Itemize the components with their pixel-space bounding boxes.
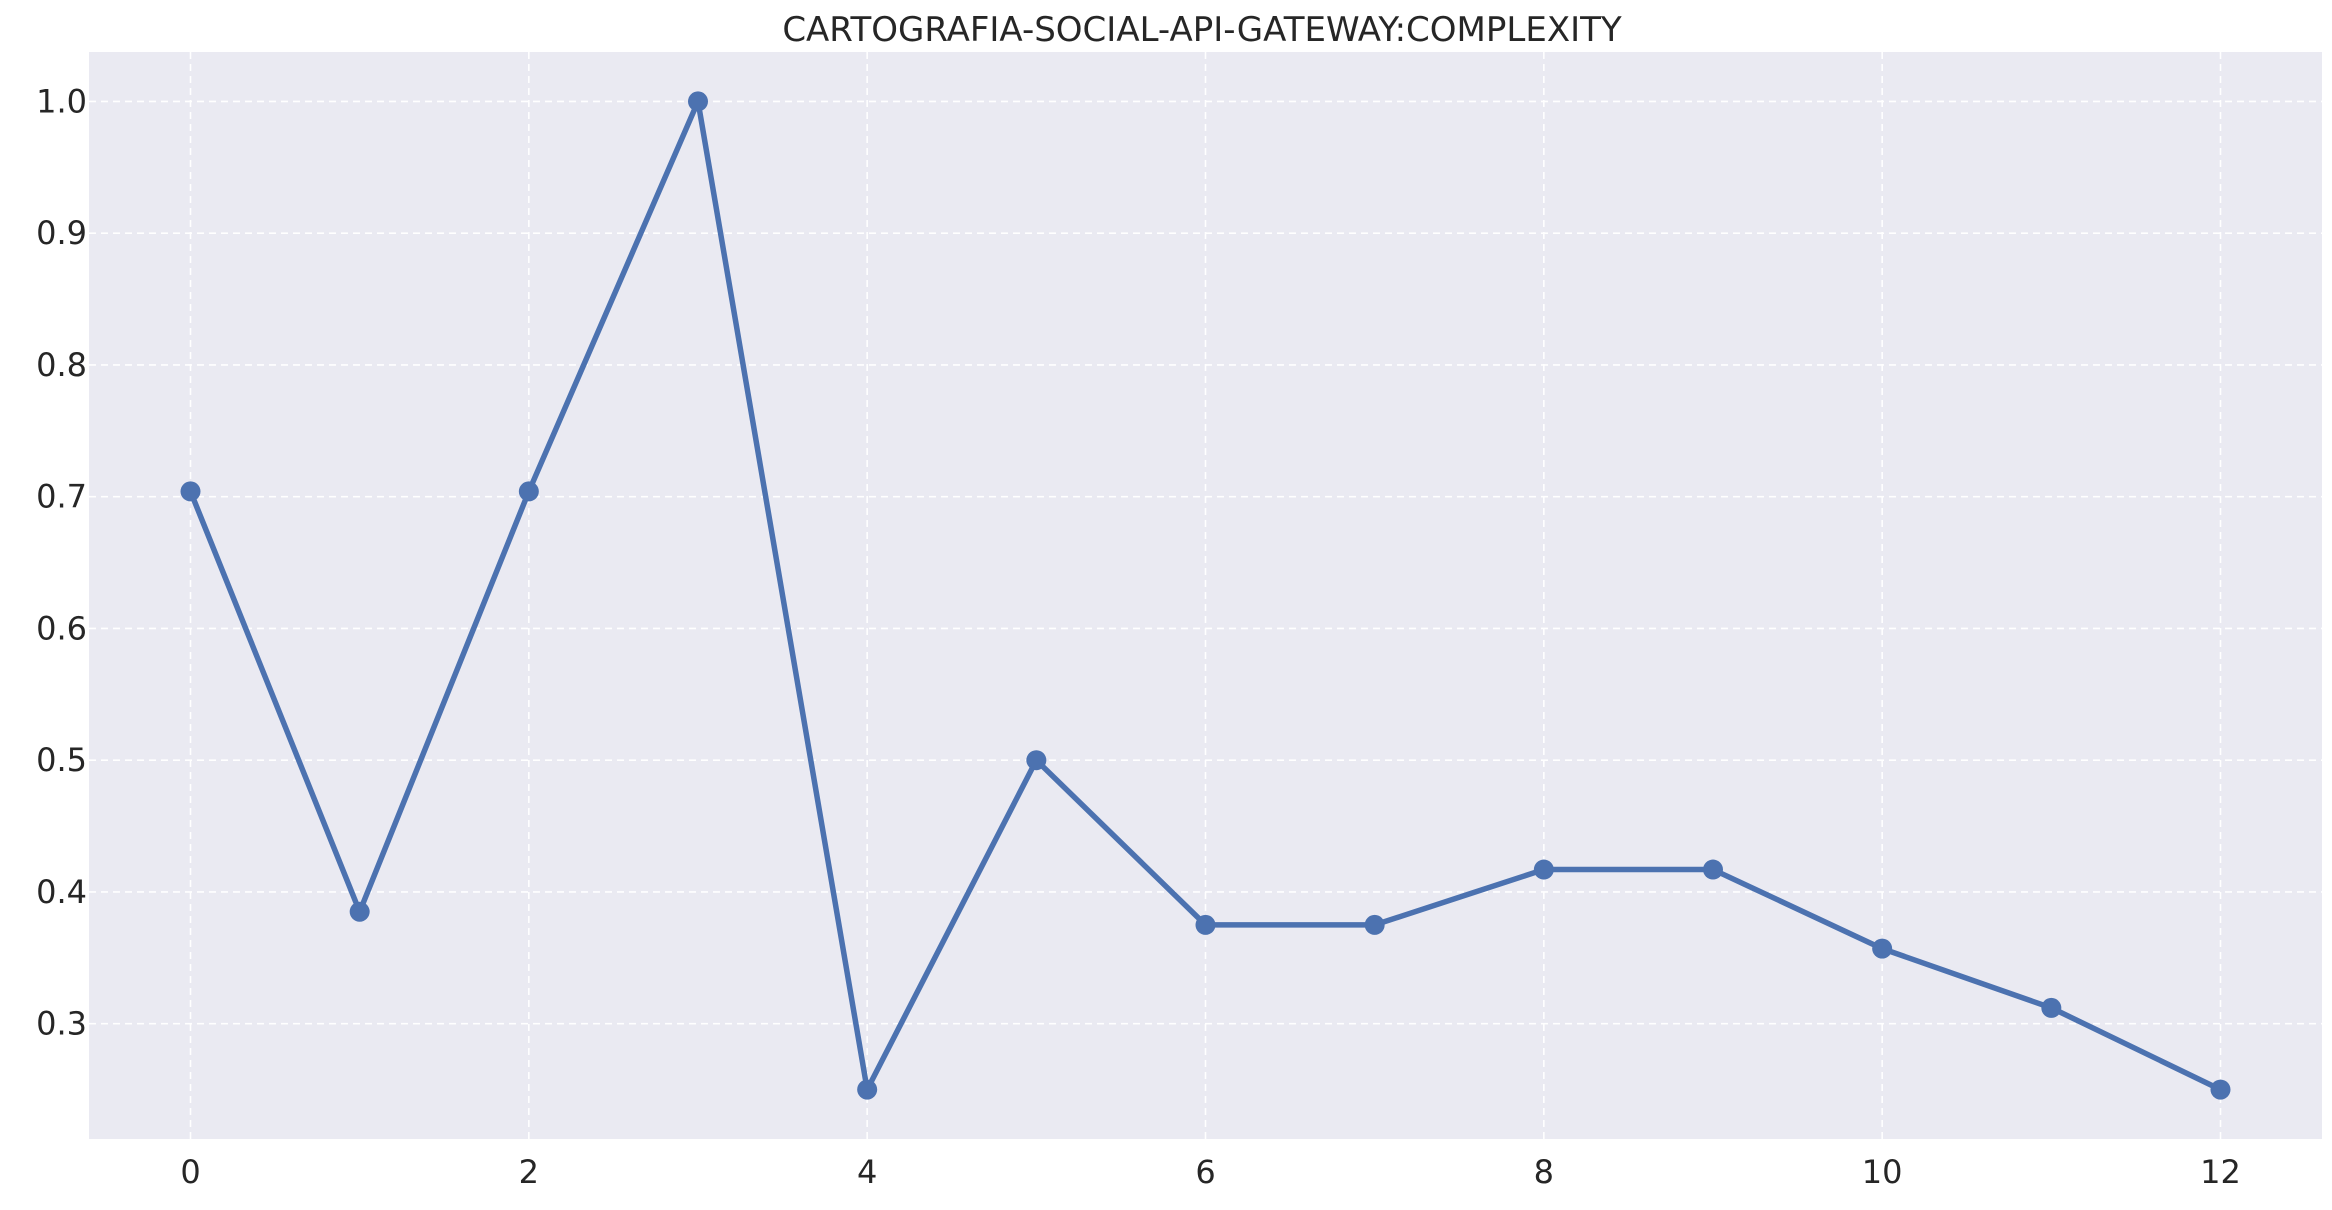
x-tick-label: 2	[519, 1153, 539, 1191]
data-point	[688, 91, 708, 112]
x-tick-label: 4	[857, 1153, 877, 1191]
y-tick-label: 0.7	[36, 478, 87, 516]
x-tick-label: 12	[2200, 1153, 2241, 1191]
x-tick-label: 8	[1534, 1153, 1554, 1191]
x-tick-label: 10	[1862, 1153, 1903, 1191]
y-tick-label: 1.0	[36, 82, 87, 120]
data-point	[2041, 997, 2062, 1018]
data-point	[1195, 914, 1216, 935]
y-tick-label: 0.5	[36, 741, 87, 779]
data-point	[1026, 750, 1047, 771]
data-point	[1703, 859, 1723, 880]
series-layer	[180, 91, 2231, 1100]
data-point	[180, 481, 201, 502]
y-tick-label: 0.3	[36, 1005, 87, 1043]
y-tick-label: 0.9	[36, 214, 87, 252]
data-point	[1872, 938, 1893, 959]
y-tick-label: 0.4	[36, 873, 87, 911]
axes: 0 2 4 6 8 10 12 0.3 0.4 0.5 0.6 0.7 0.8 0.9 1.0	[36, 82, 2241, 1191]
data-point	[349, 901, 370, 922]
data-point	[518, 481, 539, 502]
y-tick-label: 0.6	[36, 609, 87, 647]
chart-title: CARTOGRAFIA-SOCIAL-API-GATEWAY:COMPLEXIT…	[782, 10, 1622, 50]
grid	[89, 52, 2322, 1139]
x-tick-label: 6	[1195, 1153, 1215, 1191]
data-point	[1364, 914, 1385, 935]
data-point	[857, 1079, 878, 1100]
data-point	[2210, 1079, 2231, 1100]
y-tick-label: 0.8	[36, 346, 87, 384]
data-point	[1533, 859, 1554, 880]
x-tick-label: 0	[180, 1153, 200, 1191]
